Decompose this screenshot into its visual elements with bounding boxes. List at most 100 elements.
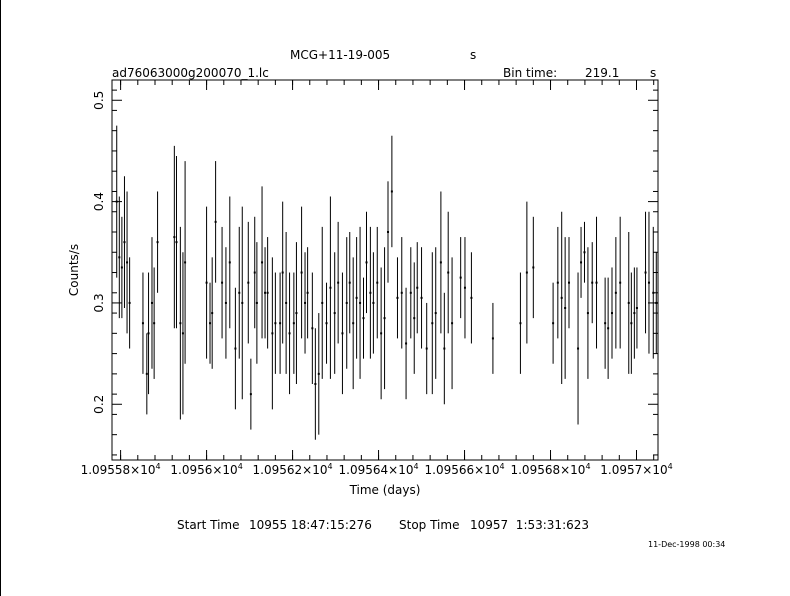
data-point [614, 291, 617, 294]
error-bars [116, 125, 657, 440]
x-tick-label: 1.09568×104 [510, 462, 590, 477]
x-tick-label: 1.09564×104 [339, 462, 419, 477]
stop-time-label: Stop Time [399, 518, 460, 532]
data-point [211, 312, 214, 315]
data-point [179, 322, 182, 325]
x-tick-exponent: 4 [585, 462, 590, 471]
stop-time-value: 10957 1:53:31:623 [470, 518, 590, 532]
data-point [416, 286, 419, 289]
data-point [604, 322, 607, 325]
data-point [317, 372, 320, 375]
data-point [359, 301, 362, 304]
data-point [619, 281, 622, 284]
plot-frame [111, 79, 659, 461]
data-point [337, 281, 340, 284]
data-point [205, 281, 208, 284]
data-point [583, 251, 586, 254]
data-point [118, 256, 121, 259]
data-point [362, 317, 365, 320]
x-tick-mantissa: 1.0957×10 [600, 463, 667, 477]
data-point [556, 281, 559, 284]
data-point [352, 322, 355, 325]
y-tick-label: 0.2 [92, 395, 106, 414]
data-point [425, 347, 428, 350]
data-point [341, 332, 344, 335]
x-tick-label: 1.0957×104 [600, 462, 672, 477]
object-unit: s [470, 48, 477, 62]
data-point [173, 236, 176, 239]
x-tick-label: 1.09562×104 [253, 462, 333, 477]
start-time-label: Start Time [177, 518, 240, 532]
data-point [372, 301, 375, 304]
data-point [434, 312, 437, 315]
data-point [633, 312, 636, 315]
data-point [459, 276, 462, 279]
data-point [175, 241, 178, 244]
data-point [255, 301, 258, 304]
data-point [396, 296, 399, 299]
axis-ticks [112, 80, 658, 460]
data-point [249, 393, 252, 396]
data-point [580, 261, 583, 264]
bin-time-value: 219.1 [585, 66, 620, 80]
window-left-border [0, 0, 1, 596]
data-point [238, 291, 241, 294]
data-point [145, 372, 148, 375]
data-point [443, 347, 446, 350]
data-point [120, 266, 123, 269]
data-point [383, 317, 386, 320]
data-point [329, 286, 332, 289]
data-point [400, 291, 403, 294]
data-point [253, 271, 256, 274]
start-time-value: 10955 18:47:15:276 [249, 518, 372, 532]
data-point [281, 271, 284, 274]
data-point [627, 301, 630, 304]
data-point [214, 220, 217, 223]
data-point [348, 281, 351, 284]
data-point [365, 261, 368, 264]
x-tick-exponent: 4 [238, 462, 243, 471]
data-point [345, 301, 348, 304]
data-point [447, 271, 450, 274]
data-point [184, 261, 187, 264]
data-point [288, 332, 291, 335]
data-point [209, 322, 212, 325]
file-name: ad76063000g200070_1.lc [112, 66, 269, 80]
data-point [333, 312, 336, 315]
data-point [635, 307, 638, 309]
data-point [181, 332, 184, 335]
data-point [304, 301, 307, 304]
data-point [141, 322, 144, 325]
data-point [491, 337, 494, 340]
x-tick-exponent: 4 [327, 462, 332, 471]
data-point [285, 301, 288, 304]
data-point [552, 322, 555, 325]
x-tick-label: 1.0956×104 [170, 462, 242, 477]
data-point [126, 261, 129, 264]
data-point [123, 241, 126, 244]
data-point [292, 322, 295, 325]
data-point [150, 301, 153, 304]
data-points [115, 190, 658, 396]
data-point [647, 281, 650, 284]
x-tick-exponent: 4 [499, 462, 504, 471]
x-tick-mantissa: 1.09562×10 [253, 463, 328, 477]
data-point [306, 291, 309, 294]
data-point [295, 312, 298, 315]
data-point [153, 322, 156, 325]
data-point [325, 322, 328, 325]
x-tick-mantissa: 1.09564×10 [339, 463, 414, 477]
data-point [279, 322, 282, 325]
data-point [115, 200, 118, 203]
data-point [644, 271, 647, 274]
data-point [610, 312, 613, 315]
x-tick-mantissa: 1.09558×10 [81, 463, 156, 477]
data-point [439, 261, 442, 264]
data-point [300, 271, 303, 274]
data-point [128, 301, 131, 304]
data-point [274, 322, 277, 325]
data-point [261, 261, 264, 264]
x-tick-exponent: 4 [413, 462, 418, 471]
data-point [228, 261, 231, 264]
